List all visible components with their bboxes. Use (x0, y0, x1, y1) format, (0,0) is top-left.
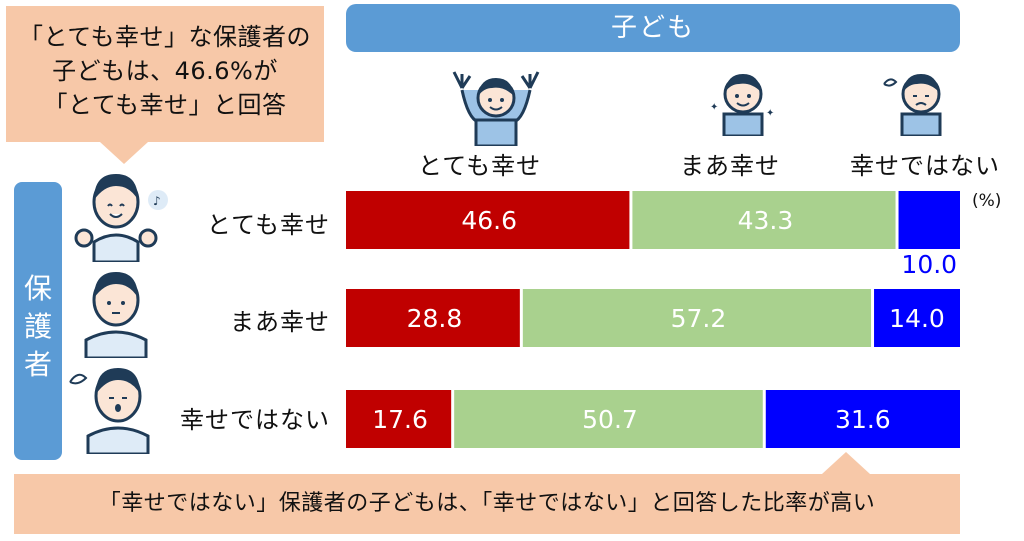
value-label-very-happy-very-happy: 46.6 (461, 206, 517, 235)
bottom-callout-arrow (822, 452, 870, 474)
bar-very-happy-very-happy (346, 191, 630, 249)
value-label-not-happy-not-happy: 31.6 (835, 405, 891, 434)
child-worried-icon (883, 74, 942, 136)
column-label-somewhat-happy: まあ幸せ (680, 152, 780, 180)
value-label-somewhat-happy-not-happy: 14.0 (889, 304, 945, 333)
bar-very-happy-somewhat-happy (632, 191, 896, 249)
row-label-somewhat-happy: まあ幸せ (230, 308, 330, 336)
bar-not-happy-not-happy (765, 390, 960, 448)
bar-somewhat-happy-very-happy (346, 289, 520, 347)
bar-not-happy-very-happy (346, 390, 452, 448)
bottom-callout-text: 「幸せではない」保護者の子どもは、「幸せではない」と回答した比率が高い (98, 491, 876, 516)
value-label-very-happy-somewhat-happy: 43.3 (738, 206, 794, 235)
parent-neutral-icon (84, 272, 148, 358)
value-label-somewhat-happy-somewhat-happy: 57.2 (671, 304, 727, 333)
child-header: 子ども (346, 4, 960, 52)
parent-worried-icon (69, 368, 150, 454)
value-label-somewhat-happy-very-happy: 28.8 (407, 304, 463, 333)
child-cheering-icon (452, 71, 540, 146)
parent-cheering-icon: ♪ (74, 174, 168, 262)
top-callout: 「とても幸せ」な保護者の 子どもは、46.6%が 「とても幸せ」と回答 (6, 6, 324, 142)
row-label-very-happy: とても幸せ (206, 211, 330, 239)
bar-somewhat-happy-not-happy (874, 289, 960, 347)
child-smiling-icon: ✦✦ (710, 74, 774, 136)
svg-text:♪: ♪ (153, 194, 161, 208)
svg-text:✦: ✦ (710, 102, 718, 113)
top-callout-text: 「とても幸せ」な保護者の 子どもは、46.6%が 「とても幸せ」と回答 (18, 23, 312, 119)
guardian-label-text: 保 護 者 (23, 272, 52, 381)
top-callout-arrow (100, 142, 148, 164)
svg-text:✦: ✦ (766, 108, 774, 119)
bar-very-happy-not-happy (898, 191, 960, 249)
value-label-not-happy-very-happy: 17.6 (372, 405, 428, 434)
value-label-very-happy-not-happy: 10.0 (901, 250, 957, 279)
bottom-callout: 「幸せではない」保護者の子どもは、「幸せではない」と回答した比率が高い (14, 474, 960, 534)
guardian-label: 保 護 者 (14, 182, 62, 460)
bar-not-happy-somewhat-happy (454, 390, 763, 448)
bar-somewhat-happy-somewhat-happy (522, 289, 872, 347)
value-label-not-happy-somewhat-happy: 50.7 (582, 405, 638, 434)
column-label-very-happy: とても幸せ (418, 152, 542, 180)
column-label-not-happy: 幸せではない (850, 152, 1000, 180)
row-label-not-happy: 幸せではない (180, 406, 330, 434)
unit-label: (%) (972, 191, 1002, 211)
